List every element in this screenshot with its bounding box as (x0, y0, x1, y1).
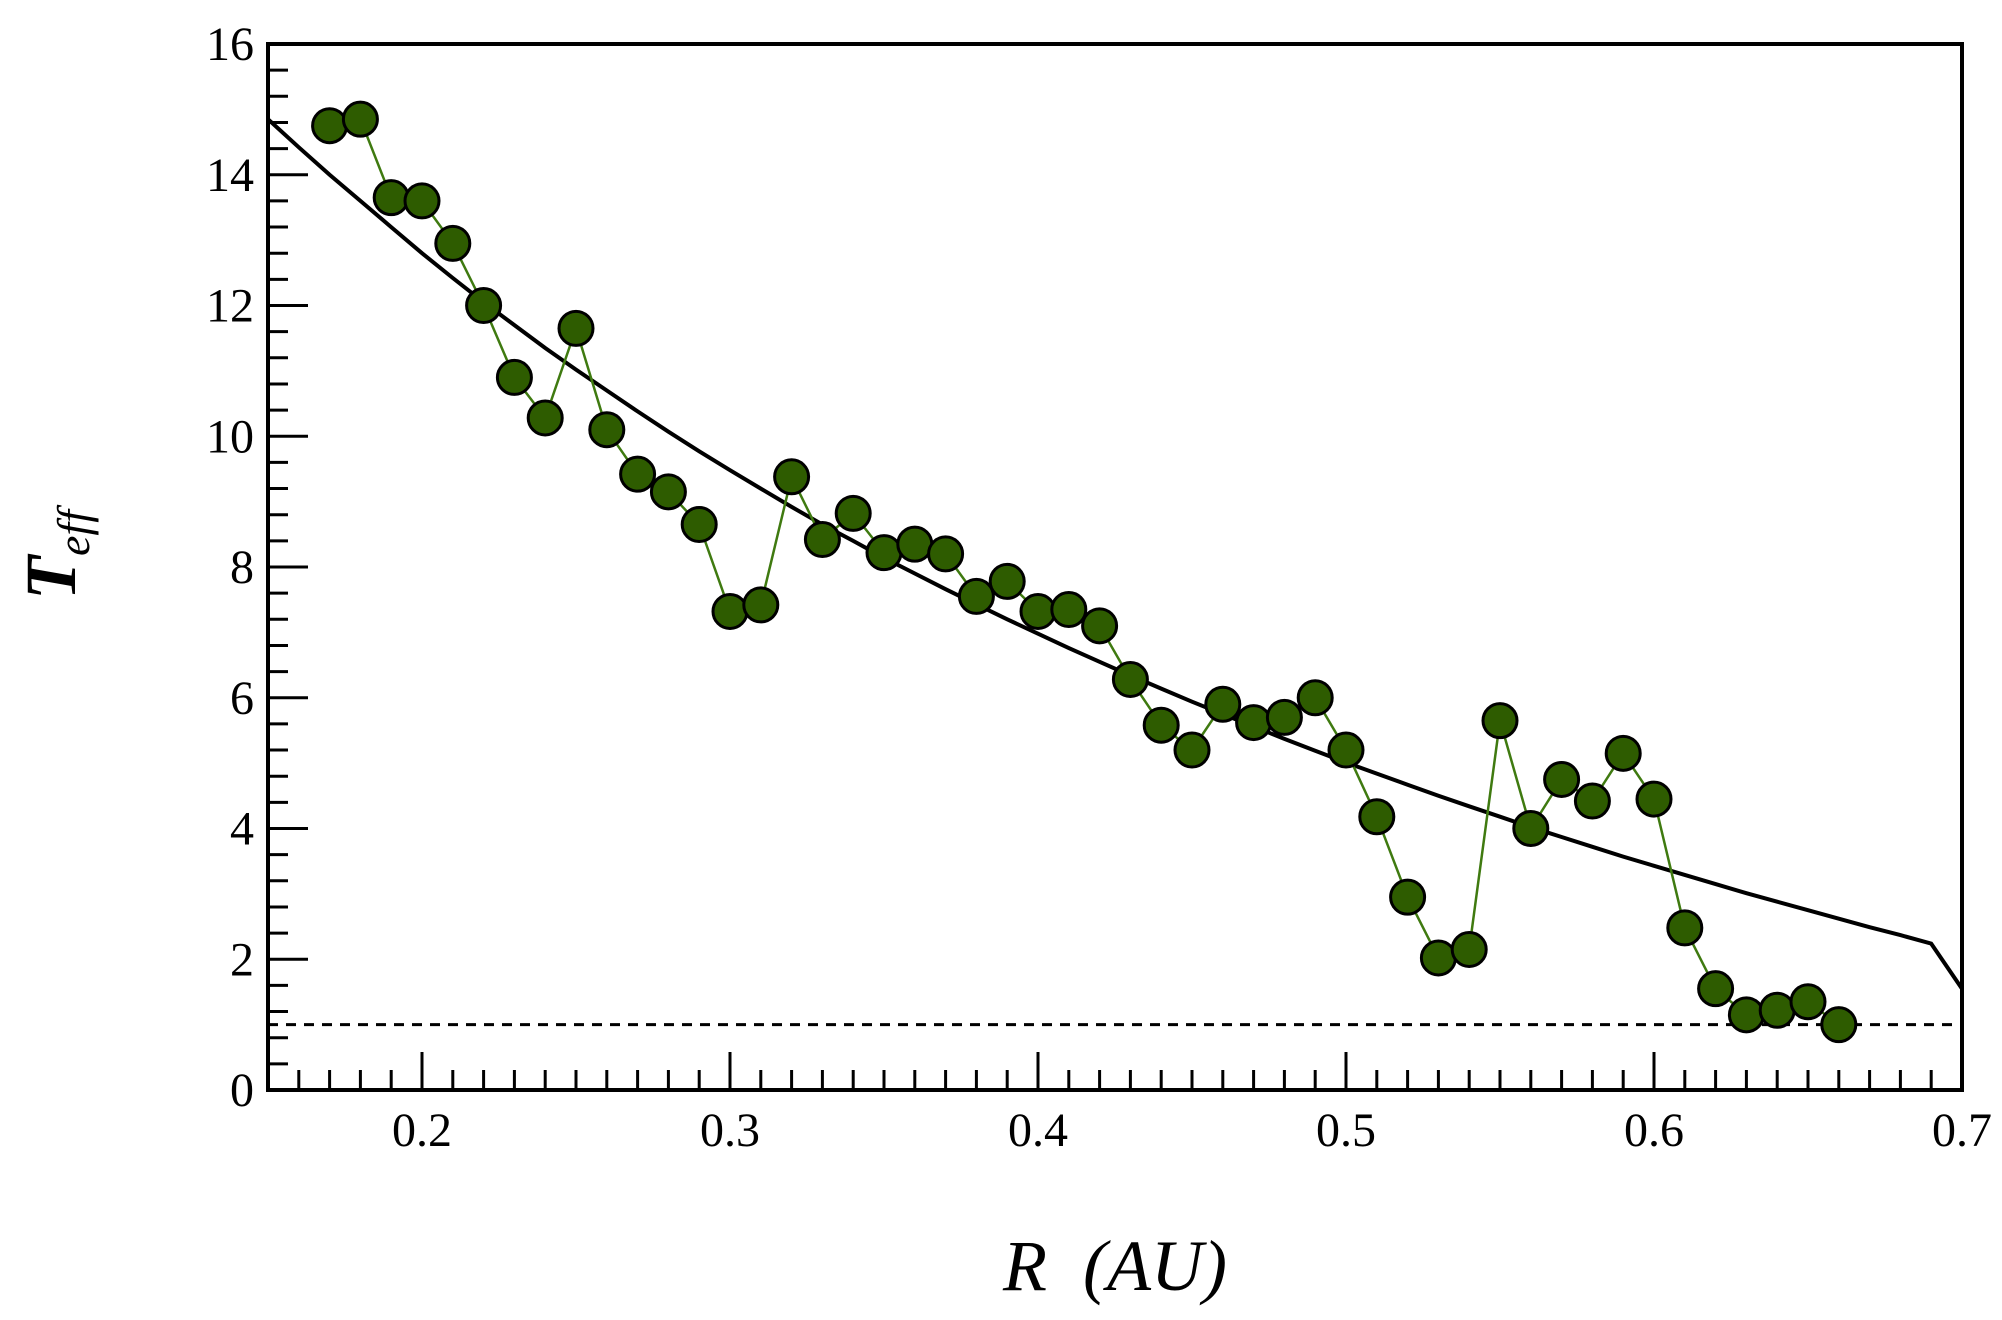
x-tick-label: 0.7 (1932, 1104, 1992, 1157)
data-point (1635, 780, 1673, 818)
data-point (803, 521, 841, 559)
y-tick-label: 12 (206, 280, 254, 333)
data-point (1481, 702, 1519, 740)
data-point (742, 586, 780, 624)
axis-ticks (266, 42, 1964, 1092)
data-point (372, 179, 410, 217)
y-tick-label: 16 (206, 18, 254, 71)
x-tick-label: 0.6 (1624, 1104, 1684, 1157)
data-point (403, 182, 441, 220)
data-point (588, 411, 626, 449)
y-tick-label: 10 (206, 410, 254, 463)
data-point (1142, 706, 1180, 744)
fit-curve (266, 117, 1964, 990)
data-point (495, 358, 533, 396)
y-tick-label: 4 (230, 803, 254, 856)
data-point (1573, 782, 1611, 820)
x-tick-label: 0.5 (1316, 1104, 1376, 1157)
y-tick-label: 0 (230, 1064, 254, 1117)
y-tick-label: 6 (230, 672, 254, 725)
data-point (711, 592, 749, 630)
data-point (526, 399, 564, 437)
data-point (557, 309, 595, 347)
x-tick-label: 0.2 (392, 1104, 452, 1157)
x-axis-title: R (AU) (1002, 1226, 1227, 1306)
data-point (1419, 939, 1457, 977)
data-point (1820, 1006, 1858, 1044)
data-point (1389, 878, 1427, 916)
x-axis-title-main: R (1002, 1226, 1047, 1306)
y-axis-title-subscript: eff (48, 504, 99, 556)
data-point (434, 224, 472, 262)
data-point (865, 534, 903, 572)
data-point (1019, 592, 1057, 630)
data-point (1543, 760, 1581, 798)
data-point (1327, 731, 1365, 769)
data-point (1111, 660, 1149, 698)
data-point (1789, 983, 1827, 1021)
y-tick-label: 14 (206, 149, 254, 202)
data-point (619, 455, 657, 493)
data-point (1604, 734, 1642, 772)
data-point (1081, 607, 1119, 645)
x-tick-label: 0.4 (1008, 1104, 1068, 1157)
data-point (988, 562, 1026, 600)
y-axis-title: Teff (11, 504, 99, 600)
data-point (1512, 810, 1550, 847)
y-tick-label: 8 (230, 541, 254, 594)
y-tick-label: 2 (230, 933, 254, 986)
data-point (1296, 679, 1334, 717)
data-point (1450, 930, 1488, 968)
fit-curve-layer (266, 117, 1964, 990)
data-point (1666, 909, 1704, 947)
data-point (1697, 970, 1735, 1008)
data-connecting-line (329, 117, 1840, 1026)
x-tick-label: 0.3 (700, 1104, 760, 1157)
data-point (834, 494, 872, 532)
data-point (1727, 996, 1765, 1034)
data-point (773, 458, 811, 496)
data-series-layer (311, 100, 1858, 1044)
data-point (1235, 704, 1273, 742)
plot-frame (266, 42, 1964, 1092)
data-point (1173, 731, 1211, 769)
data-point (1758, 991, 1796, 1029)
x-axis-title-unit: (AU) (1083, 1226, 1227, 1306)
data-point (957, 577, 995, 615)
data-point (1050, 590, 1088, 628)
y-axis-title-main: T (11, 553, 91, 600)
tick-labels: 0.2 0.3 0.4 0.5 0.6 0.7 0 2 4 6 8 10 12 14 16 (206, 18, 1992, 1157)
data-point (927, 535, 965, 573)
data-point (465, 287, 503, 324)
data-point (1265, 698, 1303, 736)
data-point (1358, 798, 1396, 836)
data-point (1204, 685, 1242, 723)
data-point (649, 473, 687, 511)
data-point (680, 506, 718, 544)
data-point (341, 100, 379, 138)
data-point (896, 525, 934, 563)
data-point (311, 107, 349, 145)
